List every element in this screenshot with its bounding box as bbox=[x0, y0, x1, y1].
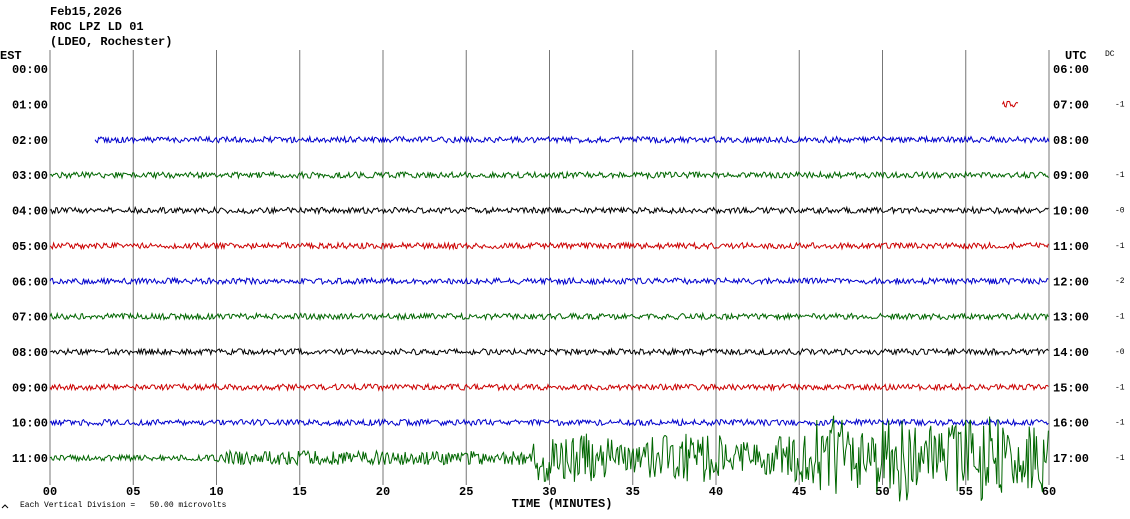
dc-label: -1 bbox=[1115, 313, 1125, 322]
trace bbox=[49, 276, 1049, 286]
trace bbox=[49, 241, 1049, 251]
trace bbox=[49, 417, 1049, 428]
utc-label: 17:00 bbox=[1053, 452, 1089, 466]
x-tick-label: 30 bbox=[542, 485, 556, 499]
left-zone: EST bbox=[0, 49, 22, 63]
x-tick-label: 50 bbox=[875, 485, 889, 499]
est-label: 10:00 bbox=[12, 417, 48, 431]
est-label: 02:00 bbox=[12, 134, 48, 148]
x-tick-label: 40 bbox=[709, 485, 723, 499]
trace bbox=[49, 346, 1049, 357]
trace bbox=[49, 311, 1049, 322]
est-label: 07:00 bbox=[12, 311, 48, 325]
est-label: 08:00 bbox=[12, 346, 48, 360]
x-tick-label: 60 bbox=[1042, 485, 1056, 499]
x-tick-label: 20 bbox=[376, 485, 390, 499]
dc-label: -1 bbox=[1115, 419, 1125, 428]
x-tick-label: 05 bbox=[126, 485, 140, 499]
trace bbox=[94, 134, 1050, 145]
trace bbox=[49, 205, 1049, 216]
right-zone: UTC bbox=[1065, 49, 1087, 63]
x-tick-label: 10 bbox=[209, 485, 223, 499]
x-axis-label: TIME (MINUTES) bbox=[512, 497, 613, 511]
utc-label: 11:00 bbox=[1053, 240, 1089, 254]
utc-label: 09:00 bbox=[1053, 169, 1089, 183]
est-label: 00:00 bbox=[12, 63, 48, 77]
title-line: ROC LPZ LD 01 bbox=[50, 20, 144, 34]
dc-label: -0 bbox=[1115, 207, 1125, 216]
utc-label: 16:00 bbox=[1053, 417, 1089, 431]
dc-label: -0 bbox=[1115, 348, 1125, 357]
x-tick-label: 45 bbox=[792, 485, 806, 499]
utc-label: 07:00 bbox=[1053, 99, 1089, 113]
x-tick-label: 00 bbox=[43, 485, 57, 499]
est-label: 06:00 bbox=[12, 275, 48, 289]
dc-label: -2 bbox=[1115, 277, 1125, 286]
est-label: 04:00 bbox=[12, 205, 48, 219]
utc-label: 13:00 bbox=[1053, 311, 1089, 325]
title-line: Feb15,2026 bbox=[50, 5, 122, 19]
est-label: 01:00 bbox=[12, 99, 48, 113]
trace bbox=[49, 415, 1049, 502]
x-tick-label: 35 bbox=[626, 485, 640, 499]
dc-label: -1 bbox=[1115, 100, 1125, 109]
icon bbox=[1, 504, 9, 509]
est-label: 09:00 bbox=[12, 381, 48, 395]
x-tick-label: 15 bbox=[293, 485, 307, 499]
trace bbox=[49, 382, 1049, 393]
utc-label: 06:00 bbox=[1053, 63, 1089, 77]
utc-label: 12:00 bbox=[1053, 275, 1089, 289]
dc-header: DC bbox=[1105, 50, 1115, 59]
x-tick-label: 25 bbox=[459, 485, 473, 499]
trace bbox=[1001, 100, 1019, 108]
est-label: 11:00 bbox=[12, 452, 48, 466]
utc-label: 08:00 bbox=[1053, 134, 1089, 148]
utc-label: 15:00 bbox=[1053, 381, 1089, 395]
est-label: 03:00 bbox=[12, 169, 48, 183]
trace bbox=[49, 170, 1049, 180]
dc-label: -1 bbox=[1115, 242, 1125, 251]
est-label: 05:00 bbox=[12, 240, 48, 254]
x-tick-label: 55 bbox=[959, 485, 973, 499]
dc-label: -1 bbox=[1115, 171, 1125, 180]
scale-note: Each Vertical Division = 50.00 microvolt… bbox=[20, 501, 227, 510]
dc-label: -1 bbox=[1115, 454, 1125, 463]
dc-label: -1 bbox=[1115, 383, 1125, 392]
utc-label: 14:00 bbox=[1053, 346, 1089, 360]
utc-label: 10:00 bbox=[1053, 205, 1089, 219]
title-line: (LDEO, Rochester) bbox=[50, 35, 172, 49]
